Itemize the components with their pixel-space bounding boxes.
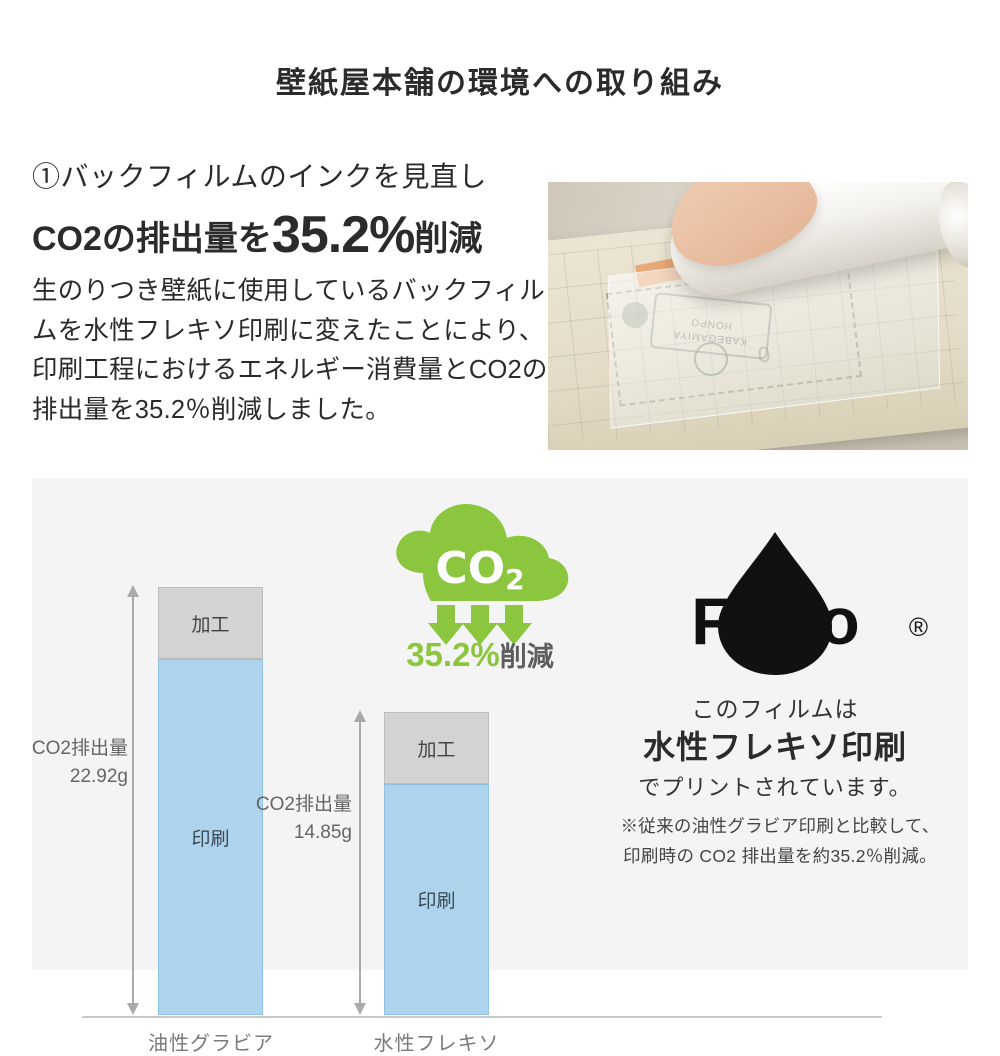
x-tick-gravure: 油性グラビア — [148, 1033, 274, 1055]
arrow-line — [359, 722, 361, 1003]
registered-trademark-icon: ® — [908, 612, 928, 642]
co2-reduction-value: 35.2% — [406, 636, 500, 673]
annotation-gravure-label: CO2排出量 — [31, 738, 128, 759]
flexo-wordmark: Flexo — [691, 584, 859, 658]
annotation-flexo: CO2排出量 14.85g — [242, 791, 352, 846]
bar-gravure: 加工 印刷 — [158, 587, 263, 1015]
flexo-line2: 水性フレキソ印刷 — [642, 729, 907, 765]
headline-suffix: 削減 — [414, 220, 483, 258]
annotation-gravure-value: 22.92g — [69, 765, 128, 787]
bar-segment-printing: 印刷 — [384, 784, 489, 1015]
annotation-flexo-value: 14.85g — [293, 821, 352, 843]
flexo-note-line2: 印刷時の CO2 排出量を約35.2％削減。 — [623, 845, 937, 866]
intro-headline: CO2の排出量を35.2%削減 — [32, 203, 572, 268]
flexo-note: ※従来の油性グラビア印刷と比較して、 印刷時の CO2 排出量を約35.2％削減… — [600, 812, 960, 872]
co2-cloud-icon: CO2 — [383, 495, 578, 680]
flexo-note-line1: ※従来の油性グラビア印刷と比較して、 — [620, 816, 940, 836]
arrow-head-icon — [354, 1003, 366, 1015]
flexo-logo: Flexo ® — [600, 530, 950, 680]
arrow-line — [132, 597, 134, 1003]
x-tick-flexo: 水性フレキソ — [373, 1033, 500, 1055]
intro-lead: ①バックフィルムのインクを見直し — [32, 161, 487, 192]
chart-baseline — [82, 1016, 882, 1018]
flexo-brand-block: Flexo ® — [600, 530, 950, 680]
annotation-flexo-label: CO2排出量 — [255, 794, 352, 815]
co2-reduction-suffix: 削減 — [499, 642, 554, 672]
page-root: 壁紙屋本舗の環境への取り組み ①バックフィルムのインクを見直し CO2の排出量を… — [32, 67, 968, 1055]
co2-reduction-label: 35.2%削減 — [355, 635, 605, 674]
flexo-line1: このフィルムは — [691, 696, 859, 722]
flexo-line3: でプリントされています。 — [638, 775, 912, 800]
headline-value: 35.2% — [271, 206, 415, 264]
bar-segment-processing: 加工 — [158, 587, 263, 659]
bar-segment-processing: 加工 — [384, 712, 489, 784]
annotation-gravure: CO2排出量 22.92g — [20, 735, 128, 790]
headline-prefix: CO2の排出量を — [32, 220, 272, 258]
bar-segment-printing: 印刷 — [158, 659, 263, 1015]
wallpaper-roll-photo: 0 KABEGAMIYA HONPO — [548, 182, 968, 450]
co2-bar-chart: 加工 印刷 CO2排出量 22.92g 油性グラビア 加工 印刷 CO2排出量 … — [32, 575, 882, 1055]
arrow-head-icon — [354, 710, 366, 722]
intro-body: 生のりつき壁紙に使用しているバックフィルムを水性フレキソ印刷に変えたことにより、… — [32, 277, 548, 424]
bar-flexo: 加工 印刷 — [384, 712, 489, 1015]
arrow-head-icon — [127, 585, 139, 597]
arrow-head-icon — [127, 1003, 139, 1015]
page-title: 壁紙屋本舗の環境への取り組み — [276, 67, 724, 100]
